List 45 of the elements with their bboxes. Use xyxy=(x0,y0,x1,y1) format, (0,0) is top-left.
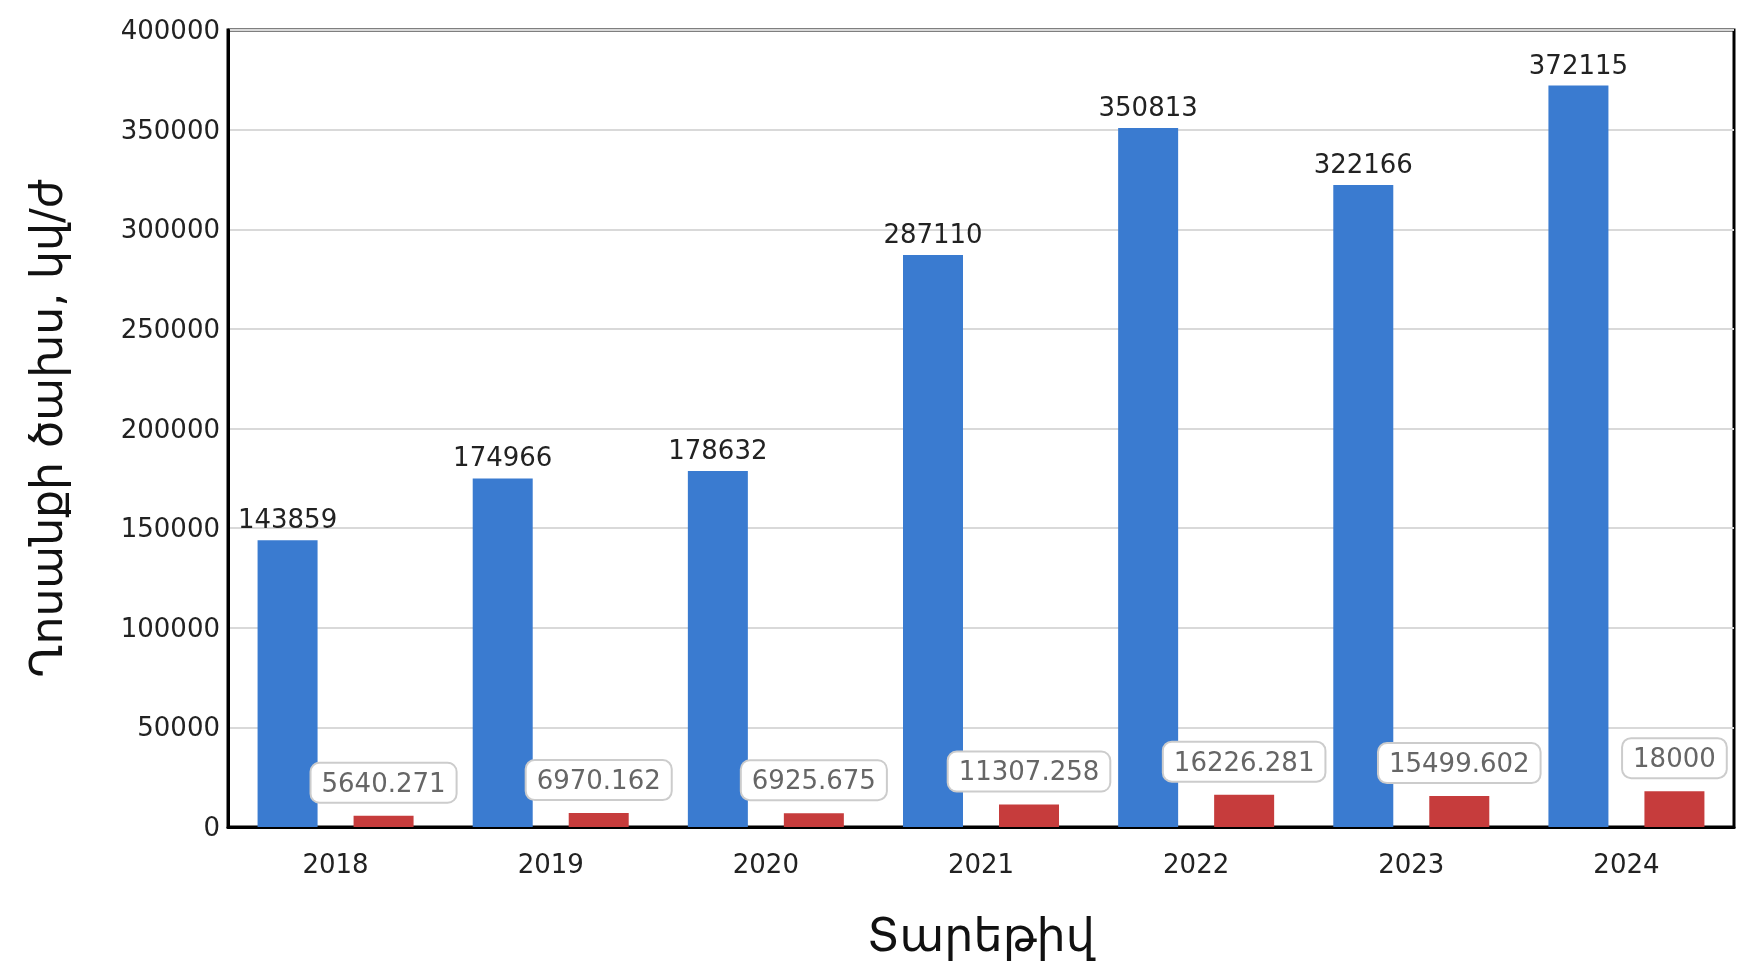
data-label: 16226.281 xyxy=(1173,746,1315,777)
y-tick-label: 400000 xyxy=(120,15,220,45)
data-label: 6970.162 xyxy=(536,765,661,796)
y-tick-label: 0 xyxy=(203,812,220,842)
x-tick-label: 2023 xyxy=(1378,849,1445,879)
bar xyxy=(687,471,748,827)
data-label: 5640.271 xyxy=(321,767,446,798)
data-label: 287110 xyxy=(883,218,983,249)
x-tick-label: 2022 xyxy=(1163,849,1230,879)
bar xyxy=(568,813,629,827)
data-label: 174966 xyxy=(453,442,553,473)
x-tick-label: 2020 xyxy=(732,849,799,879)
x-tick-label: 2019 xyxy=(517,849,584,879)
bar xyxy=(472,478,533,827)
data-label: 11307.258 xyxy=(958,756,1100,787)
data-label: 178632 xyxy=(668,435,768,466)
bar xyxy=(1548,85,1609,827)
bar xyxy=(1214,794,1275,827)
y-tick-label: 250000 xyxy=(120,313,220,344)
y-tick-label: 150000 xyxy=(120,513,220,544)
y-tick-label: 300000 xyxy=(120,214,220,245)
data-label: 322166 xyxy=(1313,149,1413,180)
bar xyxy=(1429,796,1490,827)
data-label: 18000 xyxy=(1633,743,1716,774)
bar xyxy=(999,804,1059,827)
y-tick-label: 200000 xyxy=(120,413,220,444)
bar xyxy=(903,254,963,827)
x-axis-title: Տարեթիվ xyxy=(867,908,1096,962)
data-label: 15499.602 xyxy=(1388,748,1530,779)
data-label: 143859 xyxy=(237,504,338,535)
data-label: 6925.675 xyxy=(751,765,876,796)
x-tick-label: 2024 xyxy=(1593,849,1660,879)
bar xyxy=(1333,185,1394,827)
y-axis-title: Ղոսանքի ծախս, կվ/ժ xyxy=(20,179,72,678)
y-tick-label: 350000 xyxy=(120,114,220,145)
x-tick-label: 2018 xyxy=(302,849,369,879)
data-label: 372115 xyxy=(1528,49,1629,80)
data-label: 350813 xyxy=(1098,92,1198,123)
x-tick-label: 2021 xyxy=(947,849,1015,879)
bar xyxy=(257,540,318,827)
y-tick-label: 100000 xyxy=(120,612,220,643)
bar xyxy=(1644,791,1705,827)
bar xyxy=(353,815,414,827)
bar xyxy=(783,813,844,827)
y-tick-label: 50000 xyxy=(137,712,220,743)
